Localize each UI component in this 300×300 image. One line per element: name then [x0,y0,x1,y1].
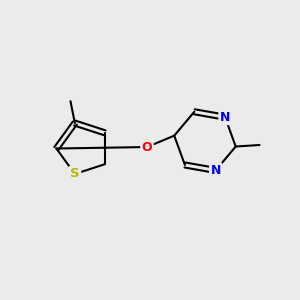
Text: N: N [220,111,230,124]
Text: S: S [70,167,80,181]
Text: O: O [142,140,152,154]
Text: N: N [211,164,221,177]
